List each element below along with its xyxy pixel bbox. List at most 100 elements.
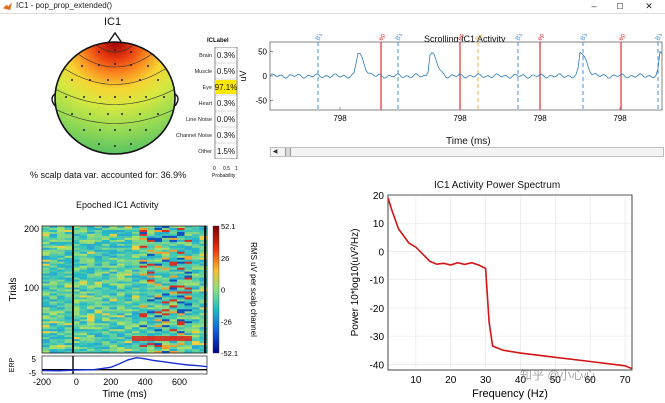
erpimage-cell	[132, 325, 140, 328]
erpimage-cell	[184, 257, 193, 261]
erpimage-cell	[132, 283, 140, 286]
erpimage-cell	[199, 259, 208, 263]
erpimage-cell	[102, 271, 110, 274]
erpimage-cell	[102, 265, 110, 269]
scroll-event-label: B1(std)	[394, 34, 409, 42]
erpimage-cell	[64, 329, 73, 332]
erpimage-cell	[192, 317, 200, 320]
maximize-button[interactable]: ☐	[616, 2, 624, 11]
erpimage-cell	[42, 335, 50, 338]
spectrum-xtick-label: 50	[550, 375, 562, 386]
erpimage-cell	[64, 273, 73, 276]
erpimage-cell	[94, 253, 103, 257]
erpimage-cell	[57, 333, 65, 336]
erpimage-cell	[192, 337, 200, 340]
erpimage-cell	[49, 325, 58, 328]
erpimage-cell	[169, 287, 178, 290]
erpimage-cell	[199, 315, 208, 318]
close-button[interactable]: ✕	[645, 1, 653, 11]
erpimage-cell	[94, 249, 103, 253]
erpimage-cell	[147, 232, 155, 235]
erpimage-cell	[184, 349, 193, 352]
erpimage-cell	[102, 317, 110, 320]
erpimage-cell	[192, 297, 200, 300]
erpimage-cell	[177, 279, 185, 282]
erpimage-cell	[199, 325, 208, 328]
erpimage-cell	[154, 317, 163, 320]
erpimage-cell	[162, 239, 170, 243]
erpimage-cell	[162, 299, 170, 302]
erpimage-cell	[177, 255, 185, 259]
erpimage-cell	[109, 317, 118, 320]
erpimage-cell	[79, 287, 88, 290]
erpimage-cell	[57, 307, 65, 310]
erpimage-cell	[72, 245, 80, 249]
scroll-event-label: epoch 3	[536, 34, 552, 42]
erpimage-cell	[169, 230, 178, 233]
scroll-thumb[interactable]	[285, 148, 291, 156]
erpimage-cell	[94, 281, 103, 284]
erpimage-cell	[102, 329, 110, 332]
erpimage-cell	[49, 323, 58, 326]
erpimage-cell	[132, 241, 140, 245]
erpimage-cell	[57, 241, 65, 245]
erpimage-cell	[184, 261, 193, 265]
erpimage-cell	[124, 253, 133, 257]
erpimage-cell	[102, 273, 110, 276]
scroll-xtick-label: 798	[333, 114, 347, 123]
erpimage-cell	[94, 303, 103, 306]
erpimage-cell	[79, 323, 88, 326]
erpimage-cell	[162, 285, 170, 288]
erpimage-cell	[184, 317, 193, 320]
erpimage-cell	[154, 243, 163, 247]
erpimage-cell	[79, 317, 88, 320]
erpimage-cell	[64, 267, 73, 271]
erpimage-cell	[42, 301, 50, 304]
erpimage-cell	[72, 239, 80, 243]
erpimage-cell	[64, 257, 73, 261]
erpimage-cell	[184, 232, 193, 235]
erpimage-cell	[132, 293, 140, 296]
erpimage-cell	[49, 228, 58, 231]
erpimage-cell	[94, 319, 103, 322]
erpimage-cell	[139, 285, 148, 288]
erpimage-cell	[169, 277, 178, 280]
erpimage-cell	[79, 301, 88, 304]
erpimage-cell	[192, 265, 200, 269]
erpimage-cell	[177, 285, 185, 288]
erpimage-cell	[94, 323, 103, 326]
scroll-left-arrow-icon[interactable]: ◀	[272, 149, 278, 155]
erpimage-cell	[72, 289, 80, 292]
minimize-button[interactable]: –	[591, 1, 597, 11]
erpimage-cell	[42, 259, 50, 263]
erpimage-cell	[192, 241, 200, 245]
erpimage-cell	[64, 335, 73, 338]
erpimage-cell	[87, 243, 95, 247]
erpimage-cell	[162, 323, 170, 326]
erpimage-cell	[162, 255, 170, 259]
erpimage-cell	[184, 279, 193, 282]
erpimage-cell	[49, 333, 58, 336]
erpimage-cell	[94, 269, 103, 273]
erpimage-cell	[57, 277, 65, 280]
erpimage-cell	[124, 277, 133, 280]
erpimage-cell	[102, 347, 110, 350]
erpimage-cell	[64, 237, 73, 241]
erpimage-cell	[79, 235, 88, 239]
erpimage-cell	[64, 333, 73, 336]
erpimage-cell	[139, 303, 148, 306]
erpimage-cell	[147, 243, 155, 247]
erpimage-cell	[117, 329, 125, 332]
erpimage-cell	[94, 279, 103, 282]
erpimage-cell	[117, 235, 125, 239]
erpimage-cell	[72, 317, 80, 320]
erpimage-cell	[184, 305, 193, 308]
erpimage-cell	[72, 233, 80, 237]
erpimage-cell	[139, 279, 148, 282]
scroll-slider[interactable]: ◀	[270, 147, 664, 157]
colorbar-tick-label: -52.1	[221, 349, 238, 358]
erpimage-cell	[154, 305, 163, 308]
erpimage-cell	[184, 228, 193, 231]
erpimage-cell	[184, 285, 193, 288]
erpimage-cell	[94, 309, 103, 312]
